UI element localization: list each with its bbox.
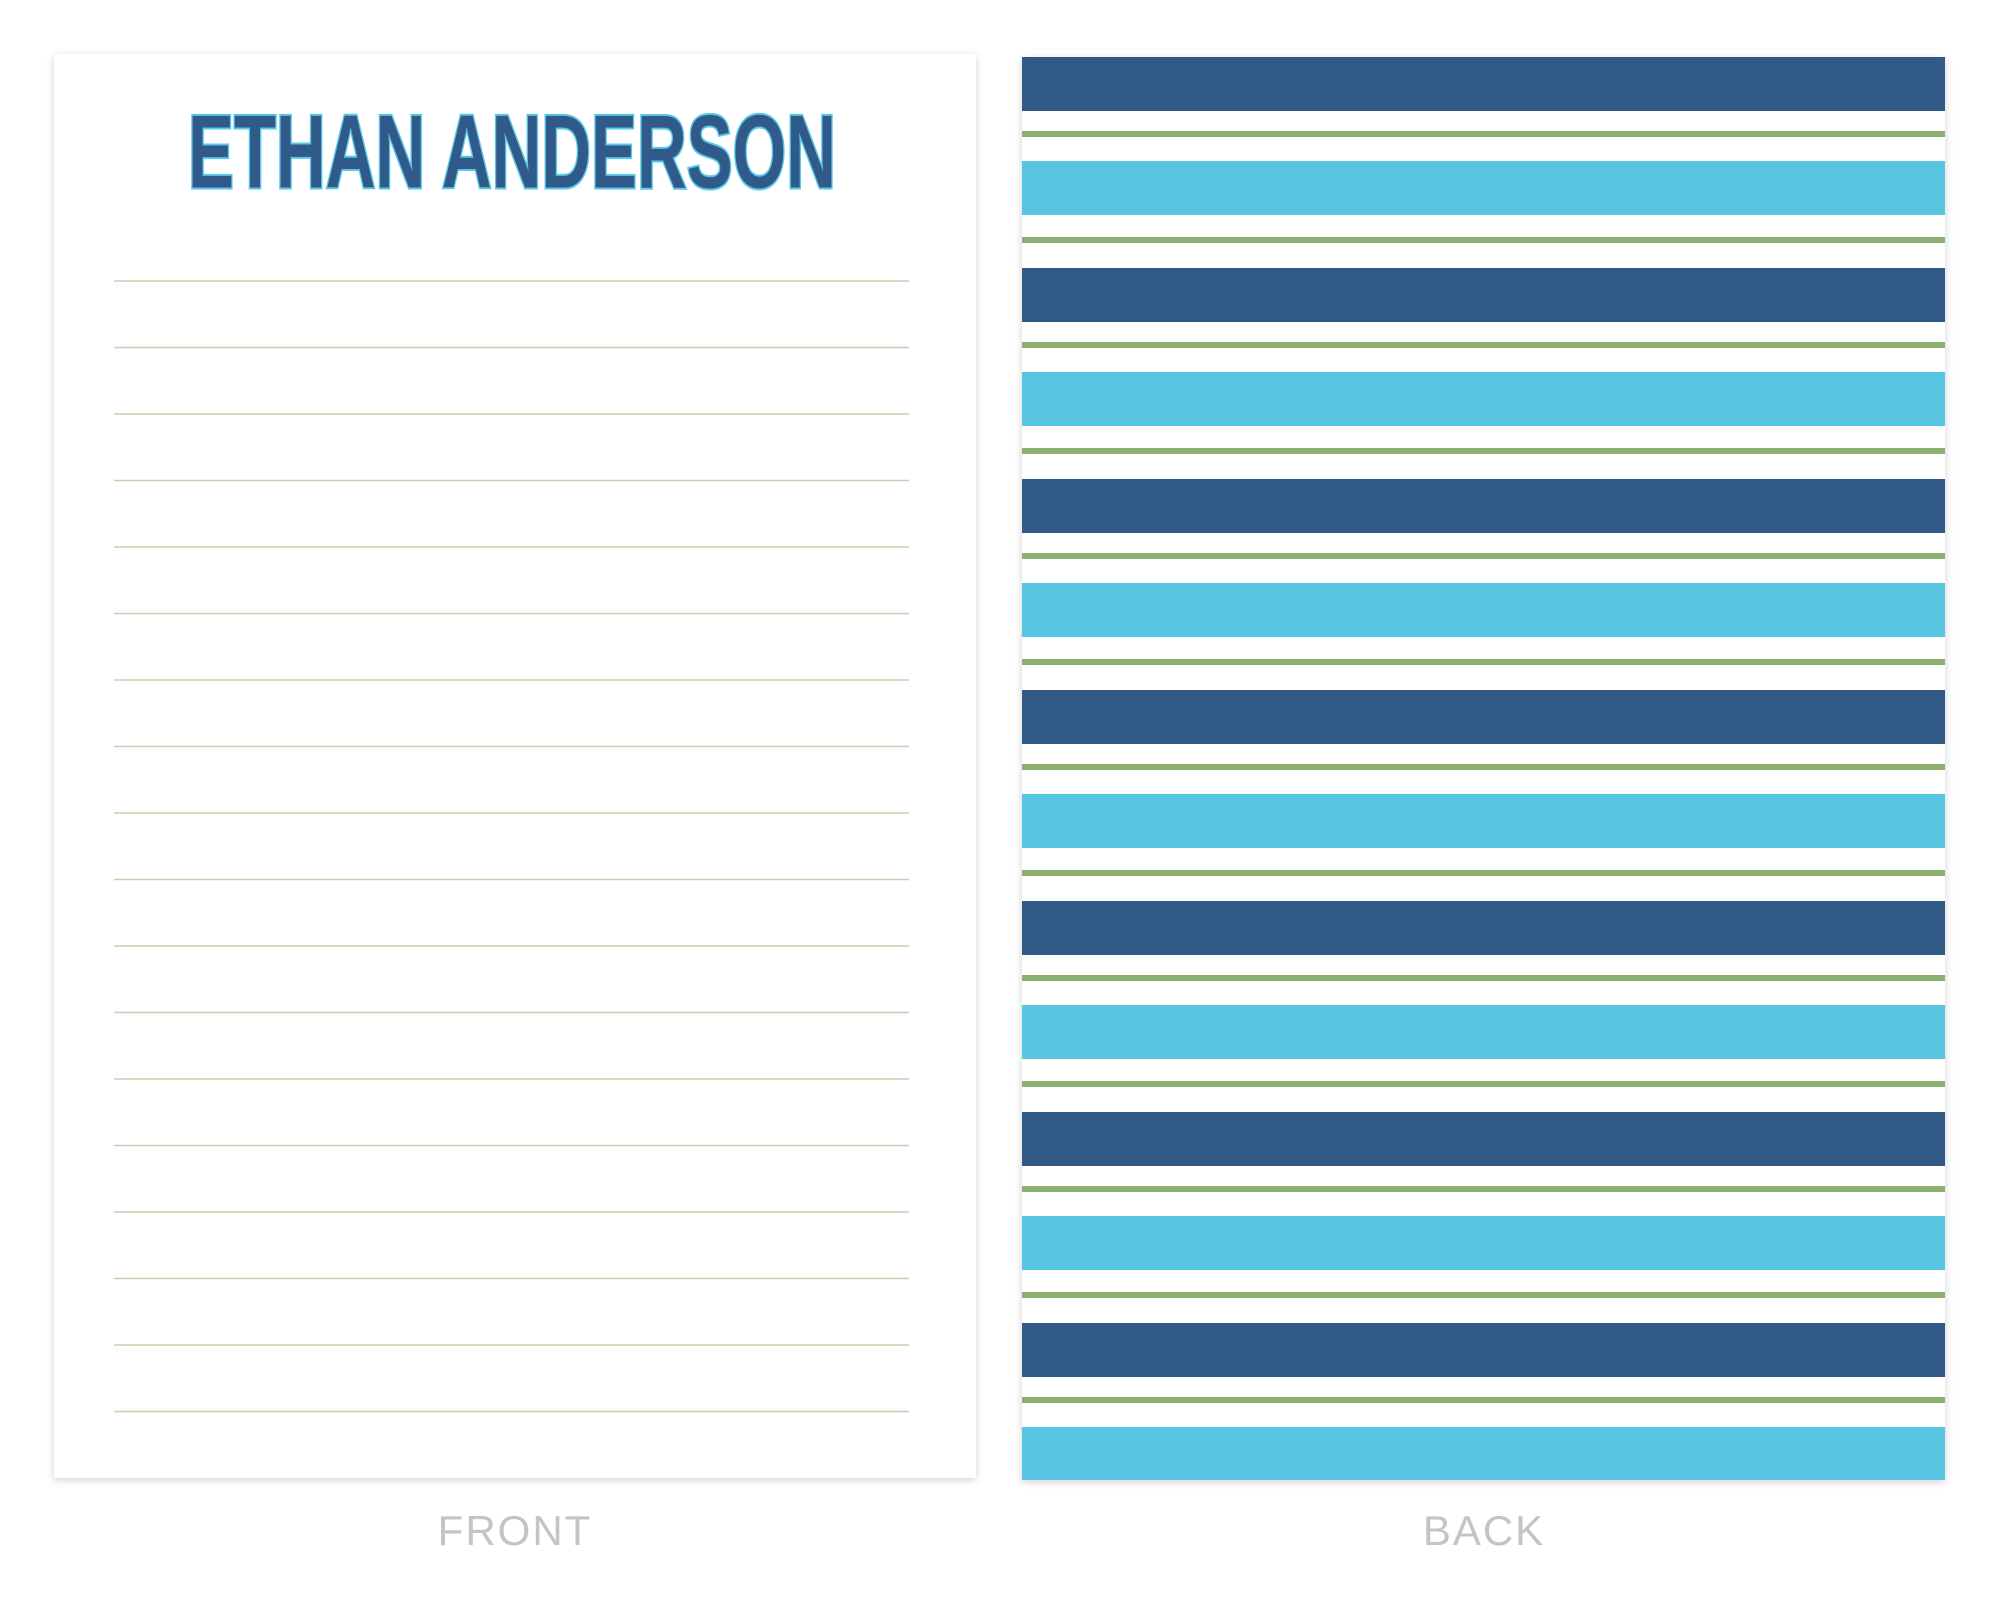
front-sheet (54, 54, 976, 1478)
back-caption: BACK (1423, 1507, 1545, 1554)
front-caption: FRONT (438, 1507, 593, 1554)
ruled-lines (114, 280, 909, 1413)
back-card (1022, 57, 1945, 1480)
name-heading: ETHAN ANDERSON (188, 94, 836, 210)
back-sheet (1022, 57, 1945, 1480)
front-card: ETHAN ANDERSON (54, 54, 976, 1478)
